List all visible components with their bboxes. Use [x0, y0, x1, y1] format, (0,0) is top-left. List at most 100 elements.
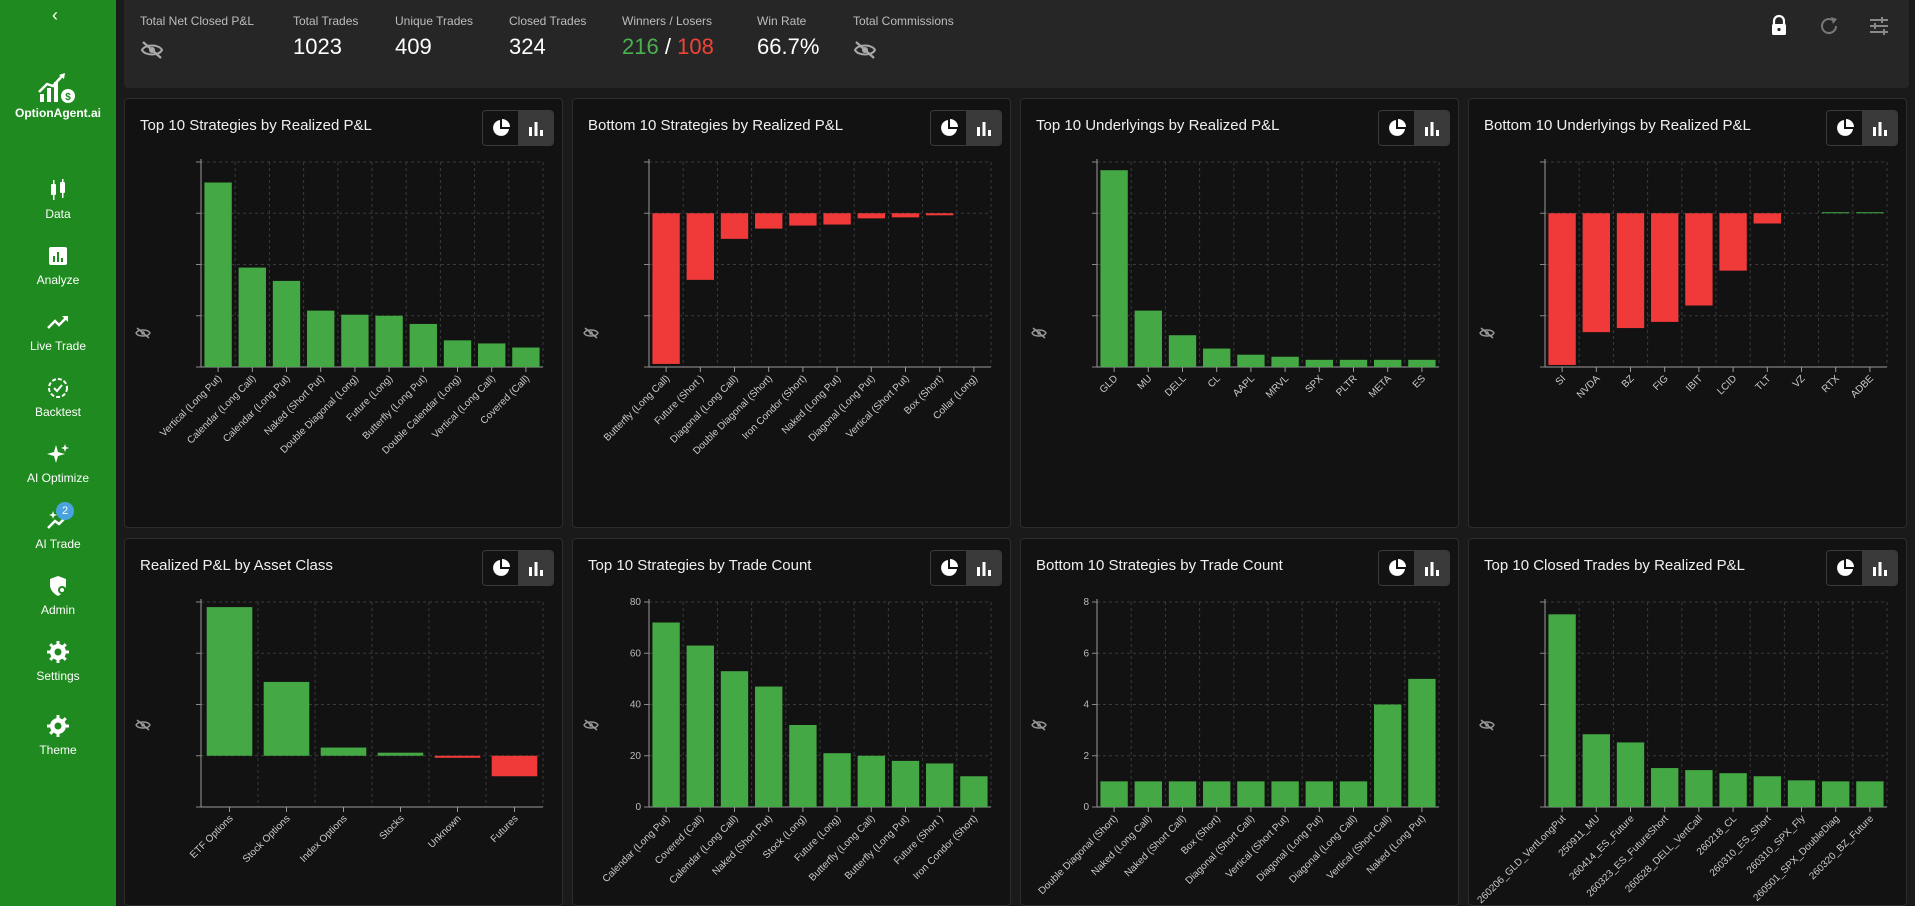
x-tick-label: IBIT [1684, 373, 1705, 394]
x-tick-label: ADBE [1849, 373, 1876, 400]
x-tick-label: Naked (Short Put) [262, 373, 326, 437]
y-values-hidden[interactable] [1031, 327, 1047, 339]
x-tick-label: MU [1136, 373, 1155, 392]
bar-view-button[interactable] [518, 551, 553, 585]
pie-view-button[interactable] [1827, 551, 1862, 585]
bar-view-button[interactable] [966, 111, 1001, 145]
stat-winners-losers-label: Winners / Losers [622, 14, 713, 28]
bar [1168, 335, 1197, 367]
bar [375, 315, 403, 367]
x-tick-label: 260206_GLD_VertLongPut [1476, 813, 1569, 906]
y-values-hidden[interactable] [135, 719, 151, 731]
bar [857, 755, 885, 807]
bar-view-button[interactable] [518, 111, 553, 145]
bar [1374, 704, 1402, 807]
pie-chart-icon [492, 119, 510, 136]
chart-panel: Top 10 Underlyings by Realized P&L GLD MU D… [1020, 98, 1459, 528]
live-trade-icon [47, 316, 68, 329]
pie-view-button[interactable] [1827, 111, 1862, 145]
pie-view-button[interactable] [1379, 111, 1414, 145]
nav-analyze[interactable]: Analyze [0, 238, 116, 298]
eye-off-icon [1031, 719, 1047, 731]
pie-view-button[interactable] [483, 111, 518, 145]
nav-backtest[interactable]: Backtest [0, 370, 116, 430]
bar-view-button[interactable] [1414, 551, 1449, 585]
x-tick-label: LCID [1715, 373, 1739, 397]
y-values-hidden[interactable] [135, 327, 151, 339]
bar-chart: GLD MU DELL CL AAPL MRVL SPX PLTR META ES [1031, 159, 1440, 401]
bar [652, 213, 680, 364]
filter-settings-button[interactable] [1867, 14, 1891, 38]
bar [652, 622, 680, 807]
bar-view-button[interactable] [1862, 111, 1897, 145]
y-values-hidden[interactable] [1479, 327, 1495, 339]
pie-view-button[interactable] [931, 551, 966, 585]
eye-off-icon [583, 327, 599, 339]
pie-view-button[interactable] [931, 111, 966, 145]
x-tick-label: 260320_BZ_Future [1807, 813, 1876, 882]
bar-chart-icon [528, 562, 543, 576]
x-tick-label: Naked (Long Put) [780, 373, 843, 436]
eye-off-icon[interactable] [853, 40, 877, 60]
x-tick-label: CL [1206, 373, 1223, 390]
stat-unique-trades-value: 409 [395, 34, 432, 59]
refresh-icon [1821, 17, 1838, 35]
y-values-hidden[interactable] [1479, 719, 1495, 731]
theme-icon [47, 715, 69, 737]
bar-view-button[interactable] [966, 551, 1001, 585]
refresh-button[interactable] [1817, 14, 1841, 38]
chart-panel: Top 10 Strategies by Trade Count 0 20 40 60 8… [572, 538, 1011, 906]
chart-panel: Top 10 Closed Trades by Realized P&L 2602… [1468, 538, 1907, 906]
y-values-hidden[interactable] [583, 327, 599, 339]
bar [1753, 776, 1781, 807]
collapse-sidebar-button[interactable]: ‹ [52, 5, 58, 25]
bar [1408, 678, 1436, 807]
eye-off-icon [135, 719, 151, 731]
stat-unique-trades: Unique Trades 409 [395, 14, 473, 60]
nav-ai-trade[interactable]: 2 AI Trade [0, 502, 116, 562]
bar [926, 213, 954, 216]
nav-data[interactable]: Data [0, 172, 116, 232]
bar [755, 686, 783, 807]
lock-button[interactable] [1767, 14, 1791, 38]
bar-view-button[interactable] [1862, 551, 1897, 585]
stat-closed-trades: Closed Trades 324 [509, 14, 586, 60]
x-tick-label: Diagonal (Long Put) [1255, 813, 1326, 884]
bar [789, 213, 817, 226]
bar [204, 182, 232, 367]
bar [1822, 781, 1850, 807]
ai-optimize-icon [47, 444, 69, 463]
pie-view-button[interactable] [1379, 551, 1414, 585]
nav-ai-optimize-label: AI Optimize [26, 471, 89, 485]
bar [755, 213, 783, 229]
x-tick-label: META [1367, 373, 1394, 400]
nav-ai-optimize[interactable]: AI Optimize [0, 436, 116, 496]
bar-chart: SI NVDA BZ FIG IBIT LCID TLT VZ RTX ADBE [1479, 159, 1888, 401]
pie-view-button[interactable] [483, 551, 518, 585]
y-tick-label: 4 [1083, 700, 1089, 711]
x-tick-label: PLTR [1334, 373, 1359, 398]
bar [686, 213, 714, 280]
bar [891, 213, 920, 218]
x-tick-label: 260310_SPX_Fly [1745, 813, 1808, 876]
nav-admin[interactable]: Admin [0, 568, 116, 628]
bar [789, 725, 817, 807]
chart-panel: Bottom 10 Strategies by Realized P&L Butt… [572, 98, 1011, 528]
bar [1339, 781, 1368, 807]
x-tick-label: AAPL [1231, 373, 1257, 399]
x-tick-label: RTX [1820, 373, 1842, 395]
y-values-hidden[interactable] [583, 719, 599, 731]
bar [1822, 212, 1850, 214]
nav-settings[interactable]: Settings [0, 634, 116, 694]
nav-live-trade[interactable]: Live Trade [0, 304, 116, 364]
chart-title: Top 10 Closed Trades by Realized P&L [1484, 557, 1745, 574]
y-values-hidden[interactable] [1031, 719, 1047, 731]
bar-view-button[interactable] [1414, 111, 1449, 145]
nav-theme[interactable]: Theme [0, 708, 116, 768]
sidebar: ‹ $ OptionAgent.ai Data Analyze Live Tra… [0, 0, 116, 906]
bar [1237, 781, 1265, 807]
x-tick-label: Naked (Short Put) [710, 813, 774, 877]
nav-data-label: Data [45, 207, 71, 221]
eye-off-icon[interactable] [140, 40, 164, 60]
